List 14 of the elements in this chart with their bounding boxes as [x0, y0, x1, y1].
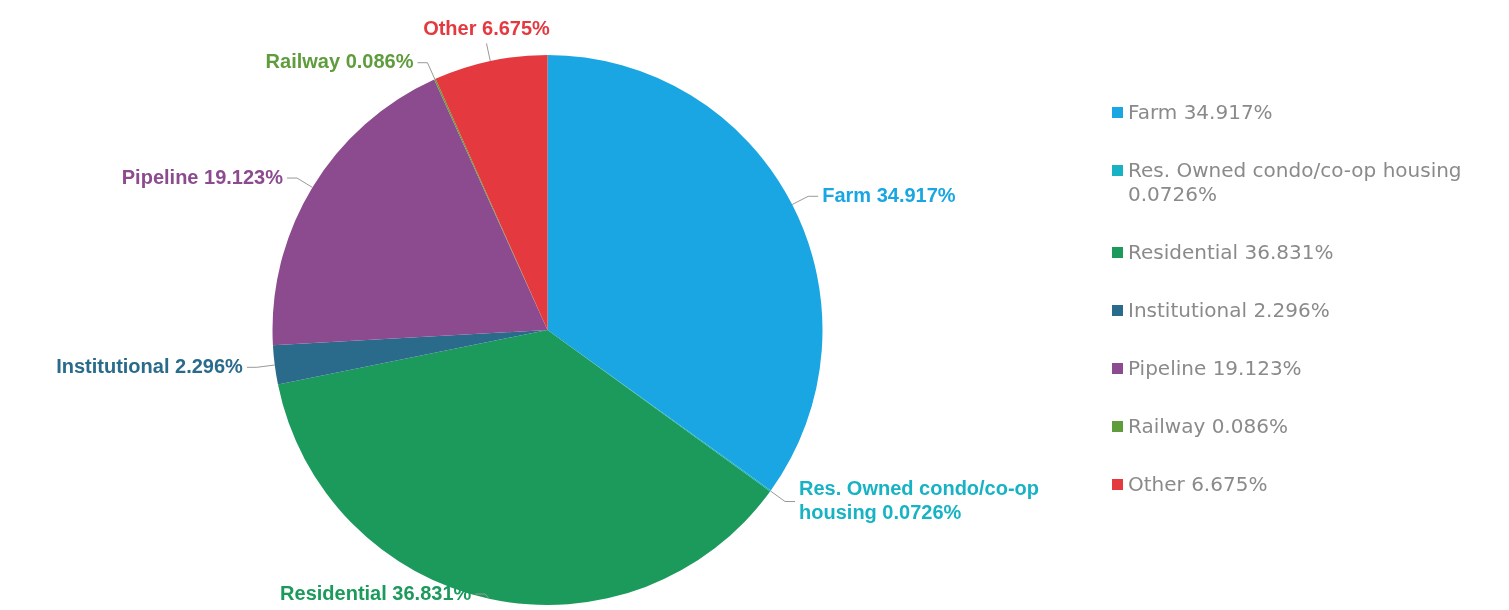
slice-label: Pipeline 19.123%: [121, 165, 284, 188]
legend-label: Farm 34.917%: [1128, 100, 1273, 124]
legend-label: Railway 0.086%: [1128, 414, 1288, 438]
legend-label: Res. Owned condo/co-op housing: [1128, 158, 1462, 182]
slice-label: Railway 0.086%: [265, 50, 414, 73]
legend-label: Residential 36.831%: [1128, 240, 1334, 264]
legend-label: Other 6.675%: [1128, 472, 1268, 496]
legend-label: Pipeline 19.123%: [1128, 356, 1302, 380]
data-label: 0.0726%: [1128, 182, 1217, 206]
slice-label: Farm 34.917%: [822, 183, 956, 206]
slice-label: Other 6.675%: [423, 16, 551, 39]
legend-label: Institutional 2.296%: [1128, 298, 1330, 322]
category-label: Res. Owned condo/co-op housing 0.0726%: [799, 477, 1040, 524]
slice-label: Institutional 2.296%: [56, 354, 244, 377]
